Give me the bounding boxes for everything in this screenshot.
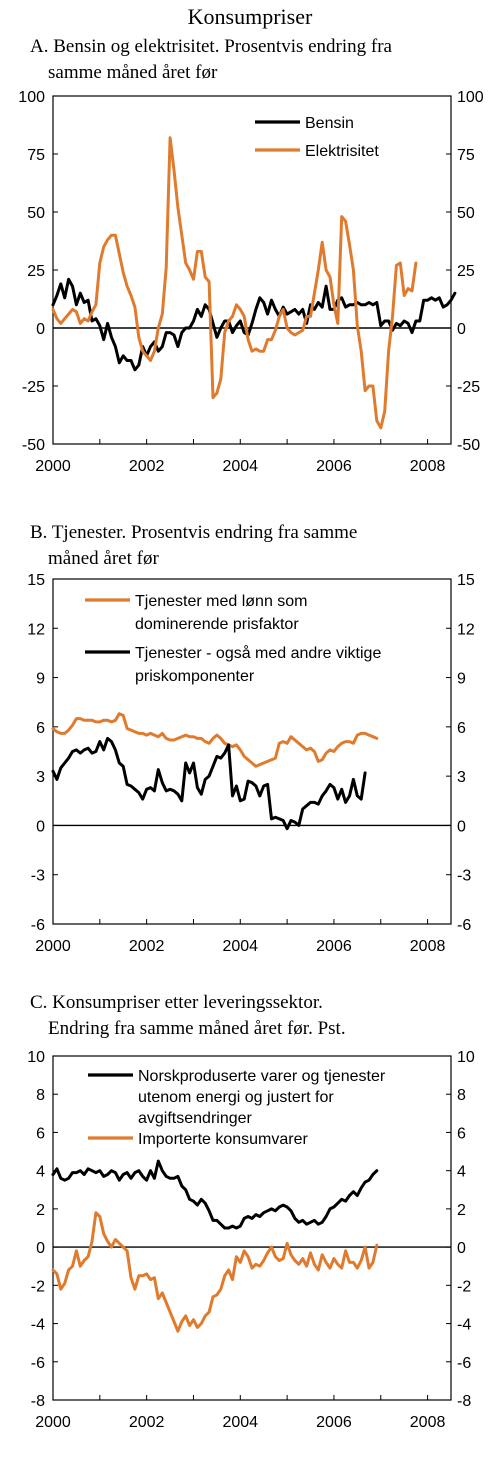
x-tick-label: 2002 bbox=[129, 938, 165, 955]
series-line-2 bbox=[51, 736, 367, 831]
x-tick-label: 2000 bbox=[35, 458, 71, 475]
y-tick-label-left: 100 bbox=[18, 89, 45, 106]
y-tick-label-left: 0 bbox=[36, 1240, 45, 1257]
y-tick-label-left: -25 bbox=[22, 379, 45, 396]
legend-label: Tjenester med lønn som bbox=[135, 593, 308, 610]
chart-subtitle: samme måned året før bbox=[48, 62, 218, 83]
y-tick-label-right: -8 bbox=[457, 1393, 471, 1410]
plot-frame bbox=[52, 1055, 452, 1401]
y-tick-label-left: 6 bbox=[36, 1125, 45, 1142]
legend-label: dominerende prisfaktor bbox=[135, 616, 299, 633]
y-tick-label-right: -6 bbox=[457, 917, 471, 934]
legend-label: Bensin bbox=[305, 115, 354, 132]
y-tick-label-left: -50 bbox=[22, 437, 45, 454]
y-tick-label-left: 10 bbox=[27, 1049, 45, 1066]
y-tick-label-right: 4 bbox=[457, 1164, 466, 1181]
x-tick-label: 2000 bbox=[35, 938, 71, 955]
charts-container: A. Bensin og elektrisitet. Prosentvis en… bbox=[18, 36, 484, 1431]
y-tick-label-left: -2 bbox=[31, 1278, 45, 1295]
y-tick-label-right: 100 bbox=[457, 89, 484, 106]
x-tick-label: 2008 bbox=[410, 458, 446, 475]
y-tick-label-right: 0 bbox=[457, 321, 466, 338]
y-tick-label-right: 75 bbox=[457, 147, 475, 164]
y-tick-label-right: 25 bbox=[457, 263, 475, 280]
y-tick-label-right: 8 bbox=[457, 1087, 466, 1104]
y-tick-label-right: 12 bbox=[457, 621, 475, 638]
y-tick-label-left: -4 bbox=[31, 1317, 45, 1334]
y-tick-label-left: 15 bbox=[27, 572, 45, 589]
series-line-2 bbox=[51, 136, 418, 430]
y-tick-label-right: 2 bbox=[457, 1202, 466, 1219]
y-tick-label-left: 50 bbox=[27, 205, 45, 222]
page-title: Konsumpriser bbox=[188, 4, 313, 29]
chart-subtitle: måned året før bbox=[48, 548, 159, 569]
y-tick-label-right: -4 bbox=[457, 1317, 471, 1334]
legend-label: Elektrisitet bbox=[305, 143, 379, 160]
chart-panel-a: A. Bensin og elektrisitet. Prosentvis en… bbox=[18, 36, 484, 475]
plot-frame bbox=[52, 578, 452, 925]
y-tick-label-right: -2 bbox=[457, 1278, 471, 1295]
y-tick-label-right: 10 bbox=[457, 1049, 475, 1066]
x-tick-label: 2004 bbox=[222, 1414, 258, 1431]
x-tick-label: 2008 bbox=[410, 938, 446, 955]
series-line-1 bbox=[51, 1159, 379, 1230]
legend-label: utenom energi og justert for bbox=[138, 1089, 334, 1106]
x-tick-label: 2004 bbox=[222, 458, 258, 475]
y-tick-label-left: 6 bbox=[36, 720, 45, 737]
legend-label: priskomponenter bbox=[135, 668, 255, 685]
y-tick-label-left: 2 bbox=[36, 1202, 45, 1219]
x-tick-label: 2000 bbox=[35, 1414, 71, 1431]
y-tick-label-right: -6 bbox=[457, 1355, 471, 1372]
series-line-1 bbox=[51, 277, 457, 372]
y-tick-label-left: 8 bbox=[36, 1087, 45, 1104]
y-tick-label-left: -6 bbox=[31, 917, 45, 934]
chart-panel-b: B. Tjenester. Prosentvis endring fra sam… bbox=[27, 522, 475, 955]
x-tick-label: 2002 bbox=[129, 1414, 165, 1431]
legend-label: Norskproduserte varer og tjenester bbox=[138, 1068, 386, 1085]
y-tick-label-right: 9 bbox=[457, 671, 466, 688]
legend-label: Importerte konsumvarer bbox=[138, 1131, 309, 1148]
chart-title: B. Tjenester. Prosentvis endring fra sam… bbox=[30, 522, 357, 543]
x-tick-label: 2006 bbox=[316, 1414, 352, 1431]
y-tick-label-right: -50 bbox=[457, 437, 480, 454]
y-tick-label-left: 4 bbox=[36, 1164, 45, 1181]
y-tick-label-left: 25 bbox=[27, 263, 45, 280]
x-tick-label: 2008 bbox=[410, 1414, 446, 1431]
y-tick-label-right: 0 bbox=[457, 818, 466, 835]
y-tick-label-left: 0 bbox=[36, 321, 45, 338]
y-tick-label-right: 6 bbox=[457, 720, 466, 737]
legend-label: Tjenester - også med andre viktige bbox=[135, 644, 381, 662]
series-line-1 bbox=[51, 712, 379, 768]
y-tick-label-left: 75 bbox=[27, 147, 45, 164]
plot-frame bbox=[52, 95, 452, 445]
legend-label: avgiftsendringer bbox=[138, 1110, 253, 1127]
y-tick-label-right: 3 bbox=[457, 769, 466, 786]
y-tick-label-right: -25 bbox=[457, 379, 480, 396]
x-tick-label: 2002 bbox=[129, 458, 165, 475]
y-tick-label-left: 12 bbox=[27, 621, 45, 638]
y-tick-label-right: 15 bbox=[457, 572, 475, 589]
x-tick-label: 2006 bbox=[316, 458, 352, 475]
chart-title: A. Bensin og elektrisitet. Prosentvis en… bbox=[30, 36, 393, 57]
y-tick-label-left: 9 bbox=[36, 671, 45, 688]
y-tick-label-left: -8 bbox=[31, 1393, 45, 1410]
chart-subtitle: Endring fra samme måned året før. Pst. bbox=[48, 1018, 346, 1039]
y-tick-label-right: 0 bbox=[457, 1240, 466, 1257]
y-tick-label-left: 0 bbox=[36, 818, 45, 835]
y-tick-label-left: -3 bbox=[31, 868, 45, 885]
y-tick-label-left: -6 bbox=[31, 1355, 45, 1372]
y-tick-label-right: 50 bbox=[457, 205, 475, 222]
y-tick-label-left: 3 bbox=[36, 769, 45, 786]
chart-panel-c: C. Konsumpriser etter leveringssektor. En… bbox=[27, 992, 475, 1431]
x-tick-label: 2006 bbox=[316, 938, 352, 955]
y-tick-label-right: 6 bbox=[457, 1125, 466, 1142]
chart-title: C. Konsumpriser etter leveringssektor. bbox=[30, 992, 323, 1013]
y-tick-label-right: -3 bbox=[457, 868, 471, 885]
x-tick-label: 2004 bbox=[222, 938, 258, 955]
series-line-2 bbox=[51, 1211, 379, 1333]
